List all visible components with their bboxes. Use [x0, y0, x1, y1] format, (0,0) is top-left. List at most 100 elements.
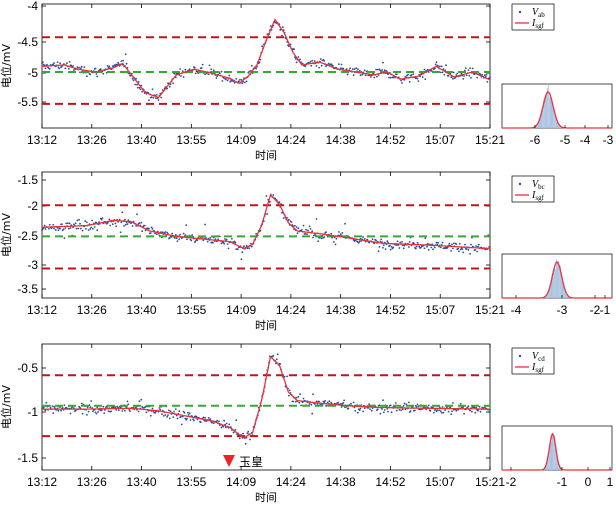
- scatter-point: [261, 45, 263, 48]
- scatter-point: [159, 408, 162, 411]
- histogram-x-tick-label: -1: [557, 475, 568, 489]
- scatter-point: [81, 229, 84, 232]
- histogram-bar: [551, 433, 553, 470]
- scatter-point: [455, 409, 458, 412]
- x-tick-label: 15:07: [425, 303, 455, 317]
- x-tick-label: 15:07: [425, 133, 455, 147]
- scatter-point: [245, 436, 248, 439]
- scatter-point: [245, 80, 248, 83]
- scatter-point: [162, 415, 165, 417]
- scatter-point: [242, 432, 245, 435]
- scatter-point: [173, 410, 176, 413]
- scatter-point: [68, 222, 71, 225]
- scatter-point: [114, 406, 117, 409]
- scatter-point: [86, 406, 89, 409]
- scatter-point: [433, 246, 436, 249]
- scatter-point: [215, 77, 218, 79]
- scatter-point: [381, 69, 383, 71]
- y-tick-label: -5.5: [17, 95, 38, 109]
- histogram-inset: -4 -3 -2 -1: [501, 253, 613, 317]
- scatter-point: [137, 410, 140, 413]
- histogram-bar: [557, 457, 558, 470]
- scatter-point: [395, 409, 398, 412]
- scatter-point: [477, 409, 479, 412]
- scatter-point: [96, 229, 99, 232]
- scatter-point: [302, 397, 305, 400]
- histogram-bar: [567, 294, 568, 298]
- scatter-point: [403, 244, 406, 247]
- scatter-point: [79, 71, 81, 74]
- scatter-point: [362, 410, 364, 413]
- scatter-point: [106, 65, 109, 67]
- scatter-point: [72, 65, 74, 67]
- scatter-point: [233, 240, 236, 243]
- scatter-point: [196, 418, 199, 421]
- scatter-point: [138, 400, 141, 403]
- scatter-point: [109, 224, 112, 227]
- histogram-bar: [550, 281, 552, 298]
- scatter-point: [408, 241, 411, 243]
- scatter-point: [318, 66, 320, 69]
- scatter-point: [485, 73, 488, 76]
- scatter-point: [312, 236, 314, 239]
- x-tick-label: 14:52: [375, 133, 405, 147]
- scatter-point: [199, 421, 202, 424]
- scatter-point: [434, 63, 437, 66]
- scatter-point: [44, 228, 47, 230]
- x-tick-label: 15:21: [475, 475, 505, 489]
- histogram-bar: [543, 99, 545, 128]
- scatter-point: [440, 65, 443, 68]
- scatter-series: [41, 193, 491, 261]
- scatter-point: [295, 396, 298, 399]
- scatter-point: [61, 407, 64, 409]
- scatter-point: [392, 246, 395, 249]
- scatter-point: [449, 406, 452, 409]
- scatter-point: [57, 229, 60, 232]
- histogram-bar: [546, 464, 547, 470]
- scatter-point: [448, 242, 451, 245]
- x-tick-label: 13:55: [176, 303, 206, 317]
- scatter-point: [444, 409, 446, 411]
- scatter-point: [135, 225, 138, 227]
- scatter-point: [415, 245, 418, 248]
- scatter-point: [75, 227, 78, 230]
- scatter-point: [390, 411, 393, 414]
- scatter-point: [226, 79, 229, 82]
- x-tick-label: 13:12: [27, 133, 57, 147]
- scatter-point: [395, 402, 397, 404]
- scatter-point: [358, 240, 361, 243]
- scatter-point: [350, 402, 352, 405]
- fit-line: [41, 18, 491, 99]
- scatter-point: [375, 239, 377, 242]
- scatter-point: [200, 67, 203, 69]
- scatter-point: [189, 419, 192, 421]
- scatter-point: [67, 222, 69, 225]
- scatter-point: [207, 416, 210, 419]
- scatter-point: [439, 71, 442, 74]
- scatter-point: [452, 78, 454, 80]
- scatter-point: [111, 223, 114, 226]
- y-tick-label: -0.5: [17, 361, 38, 375]
- scatter-point: [325, 231, 327, 234]
- legend-fit-subscript: sgf: [535, 366, 544, 374]
- histogram-bar: [556, 450, 557, 470]
- scatter-point: [223, 419, 226, 422]
- scatter-point: [79, 227, 82, 230]
- scatter-point: [234, 241, 237, 244]
- scatter-point: [313, 234, 315, 237]
- scatter-point: [240, 258, 243, 261]
- legend-fit-label: Isgf: [531, 190, 545, 202]
- histogram-bar: [558, 466, 560, 470]
- scatter-point: [313, 60, 316, 62]
- histogram-bar: [557, 262, 558, 298]
- scatter-point: [193, 66, 196, 69]
- histogram-bar: [556, 118, 557, 128]
- scatter-point: [255, 67, 257, 70]
- scatter-point: [377, 250, 380, 253]
- scatter-point: [332, 64, 334, 67]
- scatter-point: [311, 230, 314, 233]
- scatter-point: [224, 238, 226, 240]
- scatter-point: [206, 72, 208, 75]
- scatter-point: [358, 409, 361, 411]
- scatter-point: [206, 240, 209, 243]
